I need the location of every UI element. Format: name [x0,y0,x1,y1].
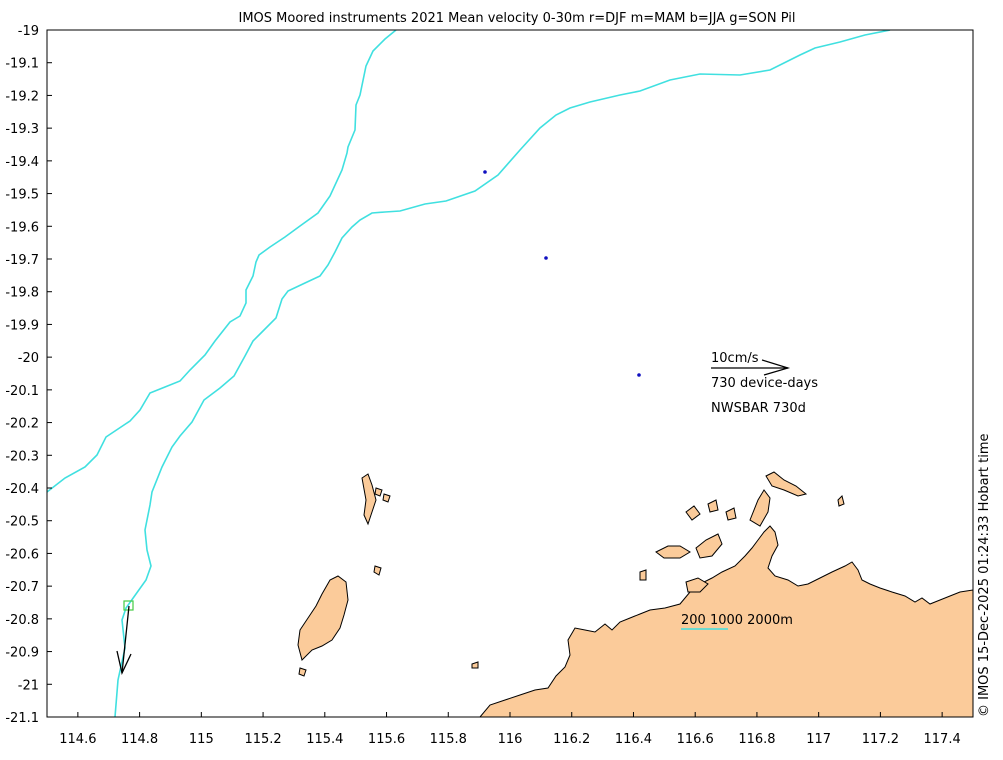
island-small-c [373,565,382,576]
y-tick-label: -19.5 [5,188,39,203]
island-dampier-j [639,569,647,581]
island-dampier-g [725,507,737,521]
y-tick-label: -19.2 [5,89,39,104]
y-tick-label: -19.6 [5,220,39,235]
island-small-b [382,493,391,503]
stations [483,170,641,377]
station-name-label: NWSBAR 730d [711,401,806,416]
island-dampier-k [471,661,479,669]
x-tick-label: 115.4 [306,732,343,747]
island-small-d [298,667,307,677]
x-tick-label: 117 [806,732,831,747]
x-tick-label: 115.6 [368,732,405,747]
y-tick-label: -19.4 [5,155,39,170]
isobath-2000m [47,30,397,493]
y-tick-label: -19.3 [5,122,39,137]
y-tick-label: -21 [18,678,39,693]
x-tick-label: 115.2 [244,732,281,747]
isobaths [47,30,891,717]
island-dampier-c [655,545,691,559]
island-dampier-a [749,489,771,527]
y-tick-label: -20.9 [5,646,39,661]
island-small-a [374,487,383,497]
y-tick-label: -19 [18,24,39,39]
depth-legend-label: 200 1000 2000m [681,613,793,628]
scale-days-label: 730 device-days [711,376,818,391]
x-tick-label: 117.4 [924,732,961,747]
x-tick-label: 114.6 [59,732,96,747]
island-monte-bello [361,473,377,526]
y-tick-label: -19.8 [5,286,39,301]
x-tick-label: 115.8 [430,732,467,747]
island-dampier-i [837,495,845,507]
y-tick-label: -19.1 [5,57,39,72]
y-tick-label: -20.3 [5,449,39,464]
island-dampier-d [695,533,723,559]
x-tick-label: 114.8 [121,732,158,747]
x-tick-label: 116.4 [615,732,652,747]
x-tick-label: 116.8 [738,732,775,747]
station-dot-3[interactable] [637,373,641,377]
plot-area [47,30,973,717]
island-dampier-h [685,577,709,593]
barrow-island [297,575,349,661]
scale-arrow [711,359,791,376]
x-axis: 114.6 114.8 115 115.2 115.4 115.6 115.8 116 116.… [59,712,961,747]
y-tick-label: -20.7 [5,580,39,595]
x-tick-label: 117.2 [862,732,899,747]
island-dampier-f [707,499,719,513]
timestamp-label: © IMOS 15-Dec-2025 01:24:33 Hobart time [977,433,992,717]
y-tick-label: -20.2 [5,417,39,432]
map-title: IMOS Moored instruments 2021 Mean veloci… [238,11,795,26]
x-tick-label: 116 [498,732,523,747]
island-dampier-b [765,471,808,497]
station-dot-2[interactable] [544,256,548,260]
y-tick-label: -20.1 [5,384,39,399]
y-tick-label: -20.8 [5,613,39,628]
isobath-1000m [114,30,891,717]
y-tick-label: -19.9 [5,318,39,333]
x-tick-label: 116.2 [553,732,590,747]
x-tick-label: 115 [189,732,214,747]
land-masses [297,471,973,717]
current-arrow [116,605,132,675]
station-dot-1[interactable] [483,170,487,174]
mainland-coast [479,525,973,717]
y-tick-label: -20.6 [5,547,39,562]
x-tick-label: 116.6 [677,732,714,747]
y-tick-label: -21.1 [5,711,39,726]
scale-speed-label: 10cm/s [711,351,759,366]
y-axis: -19 -19.1 -19.2 -19.3 -19.4 -19.5 -19.6 -19.7 -1… [5,24,52,726]
island-dampier-e [685,505,701,521]
y-tick-label: -20.5 [5,515,39,530]
y-tick-label: -20 [18,351,39,366]
y-tick-label: -20.4 [5,482,39,497]
y-tick-label: -19.7 [5,253,39,268]
